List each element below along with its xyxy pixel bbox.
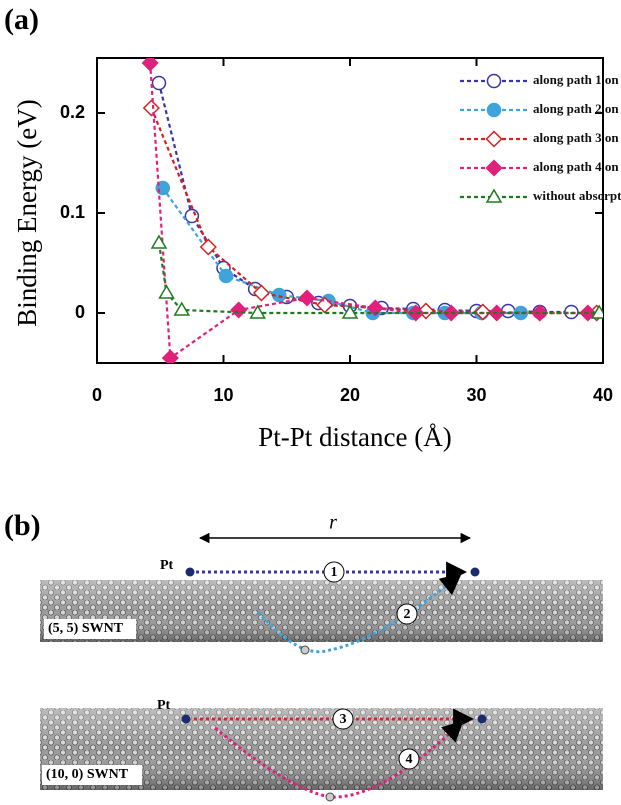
panel-label: (a) — [4, 3, 39, 36]
marker — [442, 304, 460, 322]
marker — [407, 304, 425, 322]
marker — [513, 305, 529, 321]
legend-marker — [485, 159, 503, 177]
path-arrow — [256, 573, 462, 654]
marker — [150, 234, 168, 249]
legend-marker — [485, 130, 503, 148]
atom-label: Pt — [157, 698, 171, 713]
marker — [531, 304, 549, 322]
path-badge — [323, 561, 345, 583]
path-number: 1 — [331, 565, 338, 580]
pt-atom — [185, 567, 195, 577]
marker — [142, 99, 160, 117]
marker — [151, 75, 167, 91]
path-badge — [398, 748, 420, 770]
legend-label: without absorption on SWNT — [533, 188, 621, 203]
marker — [500, 303, 516, 319]
path-badge — [396, 603, 418, 625]
path-number: 4 — [406, 752, 413, 767]
marker — [218, 268, 234, 284]
marker — [590, 304, 603, 319]
legend-label: along path 4 on (10, 0) SWNT — [533, 159, 621, 174]
marker — [230, 301, 248, 319]
x-tick-label: 10 — [213, 385, 233, 405]
pt-atom — [470, 567, 480, 577]
tube-label: (5, 5) SWNT — [48, 621, 124, 636]
x-tick-label: 40 — [593, 385, 613, 405]
atom — [325, 792, 335, 802]
marker — [199, 238, 217, 256]
atom-label: Pt — [160, 558, 174, 573]
atom — [300, 645, 310, 655]
legend-label: along path 1 on (5, 5) SWNT — [533, 72, 621, 87]
legend-marker — [486, 102, 502, 118]
y-axis-label: Binding Energy (eV) — [12, 99, 42, 326]
legend-label: along path 3 on (10, 0) SWNT — [533, 130, 621, 145]
path-number: 3 — [340, 712, 347, 727]
x-tick-label: 30 — [466, 385, 486, 405]
marker — [252, 284, 271, 302]
series-line — [161, 187, 521, 315]
x-tick-label: 20 — [340, 385, 360, 405]
legend-marker — [485, 188, 503, 203]
marker — [158, 284, 175, 299]
y-tick-label: 0 — [75, 302, 85, 322]
legend-marker — [486, 73, 502, 89]
distance-label: r — [329, 512, 337, 534]
series-line — [150, 107, 597, 315]
series-line — [157, 242, 600, 315]
marker — [341, 304, 359, 319]
pt-atom — [477, 714, 487, 724]
x-axis-label: Pt-Pt distance (Å) — [258, 422, 451, 452]
marker — [298, 289, 316, 307]
legend-label: along path 2 on (5, 5) SWNT — [533, 101, 621, 116]
y-tick-label: 0.1 — [60, 202, 85, 222]
tube-label: (10, 0) SWNT — [46, 767, 129, 782]
path-badge — [332, 708, 354, 730]
panel-label: (b) — [4, 509, 41, 542]
series-layer — [141, 58, 603, 363]
marker — [249, 304, 266, 319]
marker — [173, 301, 191, 316]
marker — [141, 58, 159, 72]
label-box — [42, 765, 142, 785]
label-box — [44, 619, 136, 639]
marker — [366, 299, 384, 317]
pt-atom — [181, 714, 191, 724]
path-number: 2 — [404, 607, 411, 622]
x-tick-label: 0 — [92, 385, 102, 405]
marker — [161, 349, 179, 363]
plot: 0 0.1 0.2 0 10 20 30 40 along path 1 on (5, 5) S… — [60, 58, 621, 405]
y-tick-label: 0.2 — [60, 102, 85, 122]
